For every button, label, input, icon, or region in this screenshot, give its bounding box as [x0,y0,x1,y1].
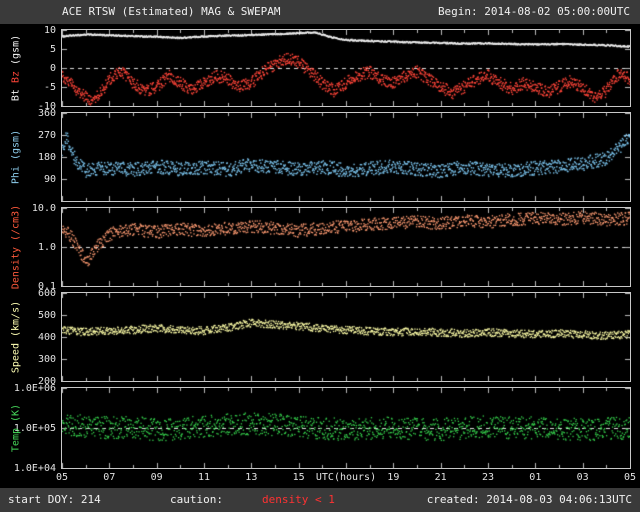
ytick-mag--10: -10 [37,101,56,112]
xtick-12-05: 05 [623,472,637,483]
xtick-0-05: 05 [55,472,69,483]
ylabel-speed: Speed (km/s) [11,301,22,373]
xtick-8-21: 21 [434,472,447,483]
ytick-phi-360: 360 [37,108,56,119]
start-doy: start DOY: 214 [8,493,101,506]
ylabel-part: (gsm) [10,34,22,65]
ytick-speed-300: 300 [37,354,56,365]
plot-title: ACE RTSW (Estimated) MAG & SWEPAM [62,5,281,18]
ytick-speed-200: 200 [37,376,56,387]
xtick-3-11: 11 [197,472,211,483]
ylabel-part: Phi (gsm) [10,129,22,185]
ytick-speed-500: 500 [37,310,56,321]
xtick-2-09: 09 [150,472,163,483]
ytick-phi-90: 90 [43,174,56,185]
ylabel-part: Temp (K) [10,403,22,453]
ylabel-mag: Bt Bz (gsm) [11,35,22,101]
xtick-4-13: 13 [245,472,258,483]
ytick-temp-1.0E+05: 1.0E+05 [13,423,56,434]
xtick-11-03: 03 [576,472,589,483]
canvas-temp [62,388,630,468]
panel-density [61,207,631,287]
ytick-temp-1.0E+04: 1.0E+04 [13,463,56,474]
begin-timestamp: Begin: 2014-08-02 05:00:00UTC [437,5,630,18]
panel-temp [61,387,631,469]
ylabel-part: Density (/cm3) [10,204,22,290]
header-bar: ACE RTSW (Estimated) MAG & SWEPAM Begin:… [0,0,640,24]
ytick-mag--5: -5 [43,82,56,93]
panel-mag [61,29,631,107]
xtick-5-15: 15 [292,472,305,483]
canvas-speed [62,293,630,381]
ytick-phi-180: 180 [37,152,56,163]
ylabel-phi: Phi (gsm) [11,130,22,184]
ytick-mag-10: 10 [43,25,56,36]
caution-value: density < 1 [262,493,335,506]
ytick-density-0.1: 0.1 [37,281,56,292]
xtick-1-07: 07 [103,472,116,483]
ytick-mag-5: 5 [49,44,56,55]
footer-bar: start DOY: 214 caution: density < 1 crea… [0,488,640,512]
canvas-phi [62,113,630,201]
ytick-speed-600: 600 [37,288,56,299]
panel-phi [61,112,631,202]
created-timestamp: created: 2014-08-03 04:06:13UTC [426,493,632,506]
xtick-7-19: 19 [387,472,400,483]
ylabel-part: Bt [10,89,22,102]
ytick-mag-0: 0 [49,63,56,74]
xtick-9-23: 23 [481,472,495,483]
ylabel-part: Speed (km/s) [10,300,22,374]
panel-speed [61,292,631,382]
xaxis-title: UTC(hours) [310,472,382,484]
caution-label: caution: [170,493,223,506]
ytick-phi-270: 270 [37,130,56,141]
ytick-density-10.0: 10.0 [31,203,56,214]
ylabel-density: Density (/cm3) [11,205,22,289]
ylabel-temp: Temp (K) [11,404,22,452]
canvas-density [62,208,630,286]
ytick-temp-1.0E+06: 1.0E+06 [13,383,56,394]
ylabel-part: Bz [10,71,22,84]
canvas-mag [62,30,630,106]
ytick-speed-400: 400 [37,332,56,343]
xtick-10-01: 01 [529,472,542,483]
ytick-density-1.0: 1.0 [37,242,56,253]
